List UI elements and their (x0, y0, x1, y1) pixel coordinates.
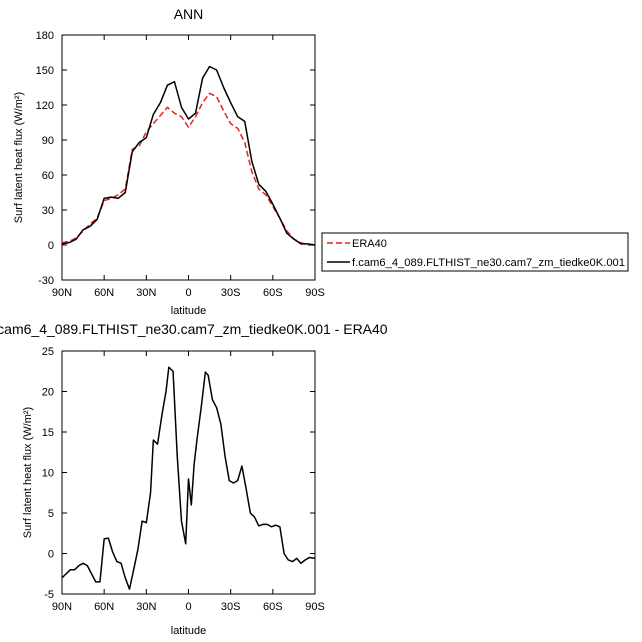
top-chart-x-label: latitude (171, 305, 206, 317)
bottom-chart-y-label: Surf latent heat flux (W/m²) (22, 407, 34, 538)
top-ytick-label: 180 (36, 30, 54, 42)
top-xtick-label: 60S (263, 287, 283, 299)
bot-ytick-label: -5 (44, 589, 54, 601)
top-ytick-label: 30 (42, 205, 54, 217)
bottom-chart-x-label: latitude (171, 625, 206, 637)
bot-xtick-label: 30N (136, 601, 156, 613)
top-xtick-label: 30N (136, 287, 156, 299)
bot-ytick-label: 25 (42, 346, 54, 358)
top-chart-title: ANN (174, 6, 204, 22)
top-ytick-label: 0 (48, 240, 54, 252)
top-xtick-label: 90N (52, 287, 72, 299)
legend: ERA40 f.cam6_4_089.FLTHIST_ne30.cam7_zm_… (321, 232, 629, 272)
top-ytick-label: 120 (36, 100, 54, 112)
top-xtick-label: 90S (305, 287, 325, 299)
bottom-chart-title: f.cam6_4_089.FLTHIST_ne30.cam7_zm_tiedke… (0, 321, 388, 337)
bot-xtick-label: 30S (221, 601, 241, 613)
top-series-line-1 (62, 65, 315, 246)
bottom-chart-plot-frame (61, 350, 316, 595)
top-ytick-label: -30 (38, 275, 54, 287)
bot-ytick-label: 5 (48, 508, 54, 520)
legend-frame (321, 232, 629, 272)
bot-series-line-0 (62, 366, 315, 590)
bot-ytick-label: 10 (42, 468, 54, 480)
top-chart-y-label: Surf latent heat flux (W/m²) (13, 92, 25, 223)
top-xtick-label: 30S (221, 287, 241, 299)
legend-entry-era40: ERA40 (352, 238, 387, 250)
bot-ytick-label: 0 (48, 549, 54, 561)
legend-entry-model: f.cam6_4_089.FLTHIST_ne30.cam7_zm_tiedke… (352, 257, 625, 269)
bot-xtick-label: 60S (263, 601, 283, 613)
bot-xtick-label: 90S (305, 601, 325, 613)
top-chart: ANN 180 150 120 90 60 30 0 -30 90N 60N 30N 0 30S 60S… (13, 6, 325, 317)
top-xtick-label: 0 (185, 287, 191, 299)
bot-xtick-label: 60N (94, 601, 114, 613)
top-chart-plot-frame (61, 34, 316, 281)
top-xtick-label: 60N (94, 287, 114, 299)
bot-xtick-label: 90N (52, 601, 72, 613)
bot-xtick-label: 0 (185, 601, 191, 613)
top-ytick-label: 150 (36, 65, 54, 77)
bottom-chart: f.cam6_4_089.FLTHIST_ne30.cam7_zm_tiedke… (0, 321, 388, 637)
bot-ytick-label: 15 (42, 427, 54, 439)
top-ytick-label: 60 (42, 170, 54, 182)
bot-ytick-label: 20 (42, 387, 54, 399)
top-ytick-label: 90 (42, 135, 54, 147)
top-series-line-0 (62, 92, 315, 246)
